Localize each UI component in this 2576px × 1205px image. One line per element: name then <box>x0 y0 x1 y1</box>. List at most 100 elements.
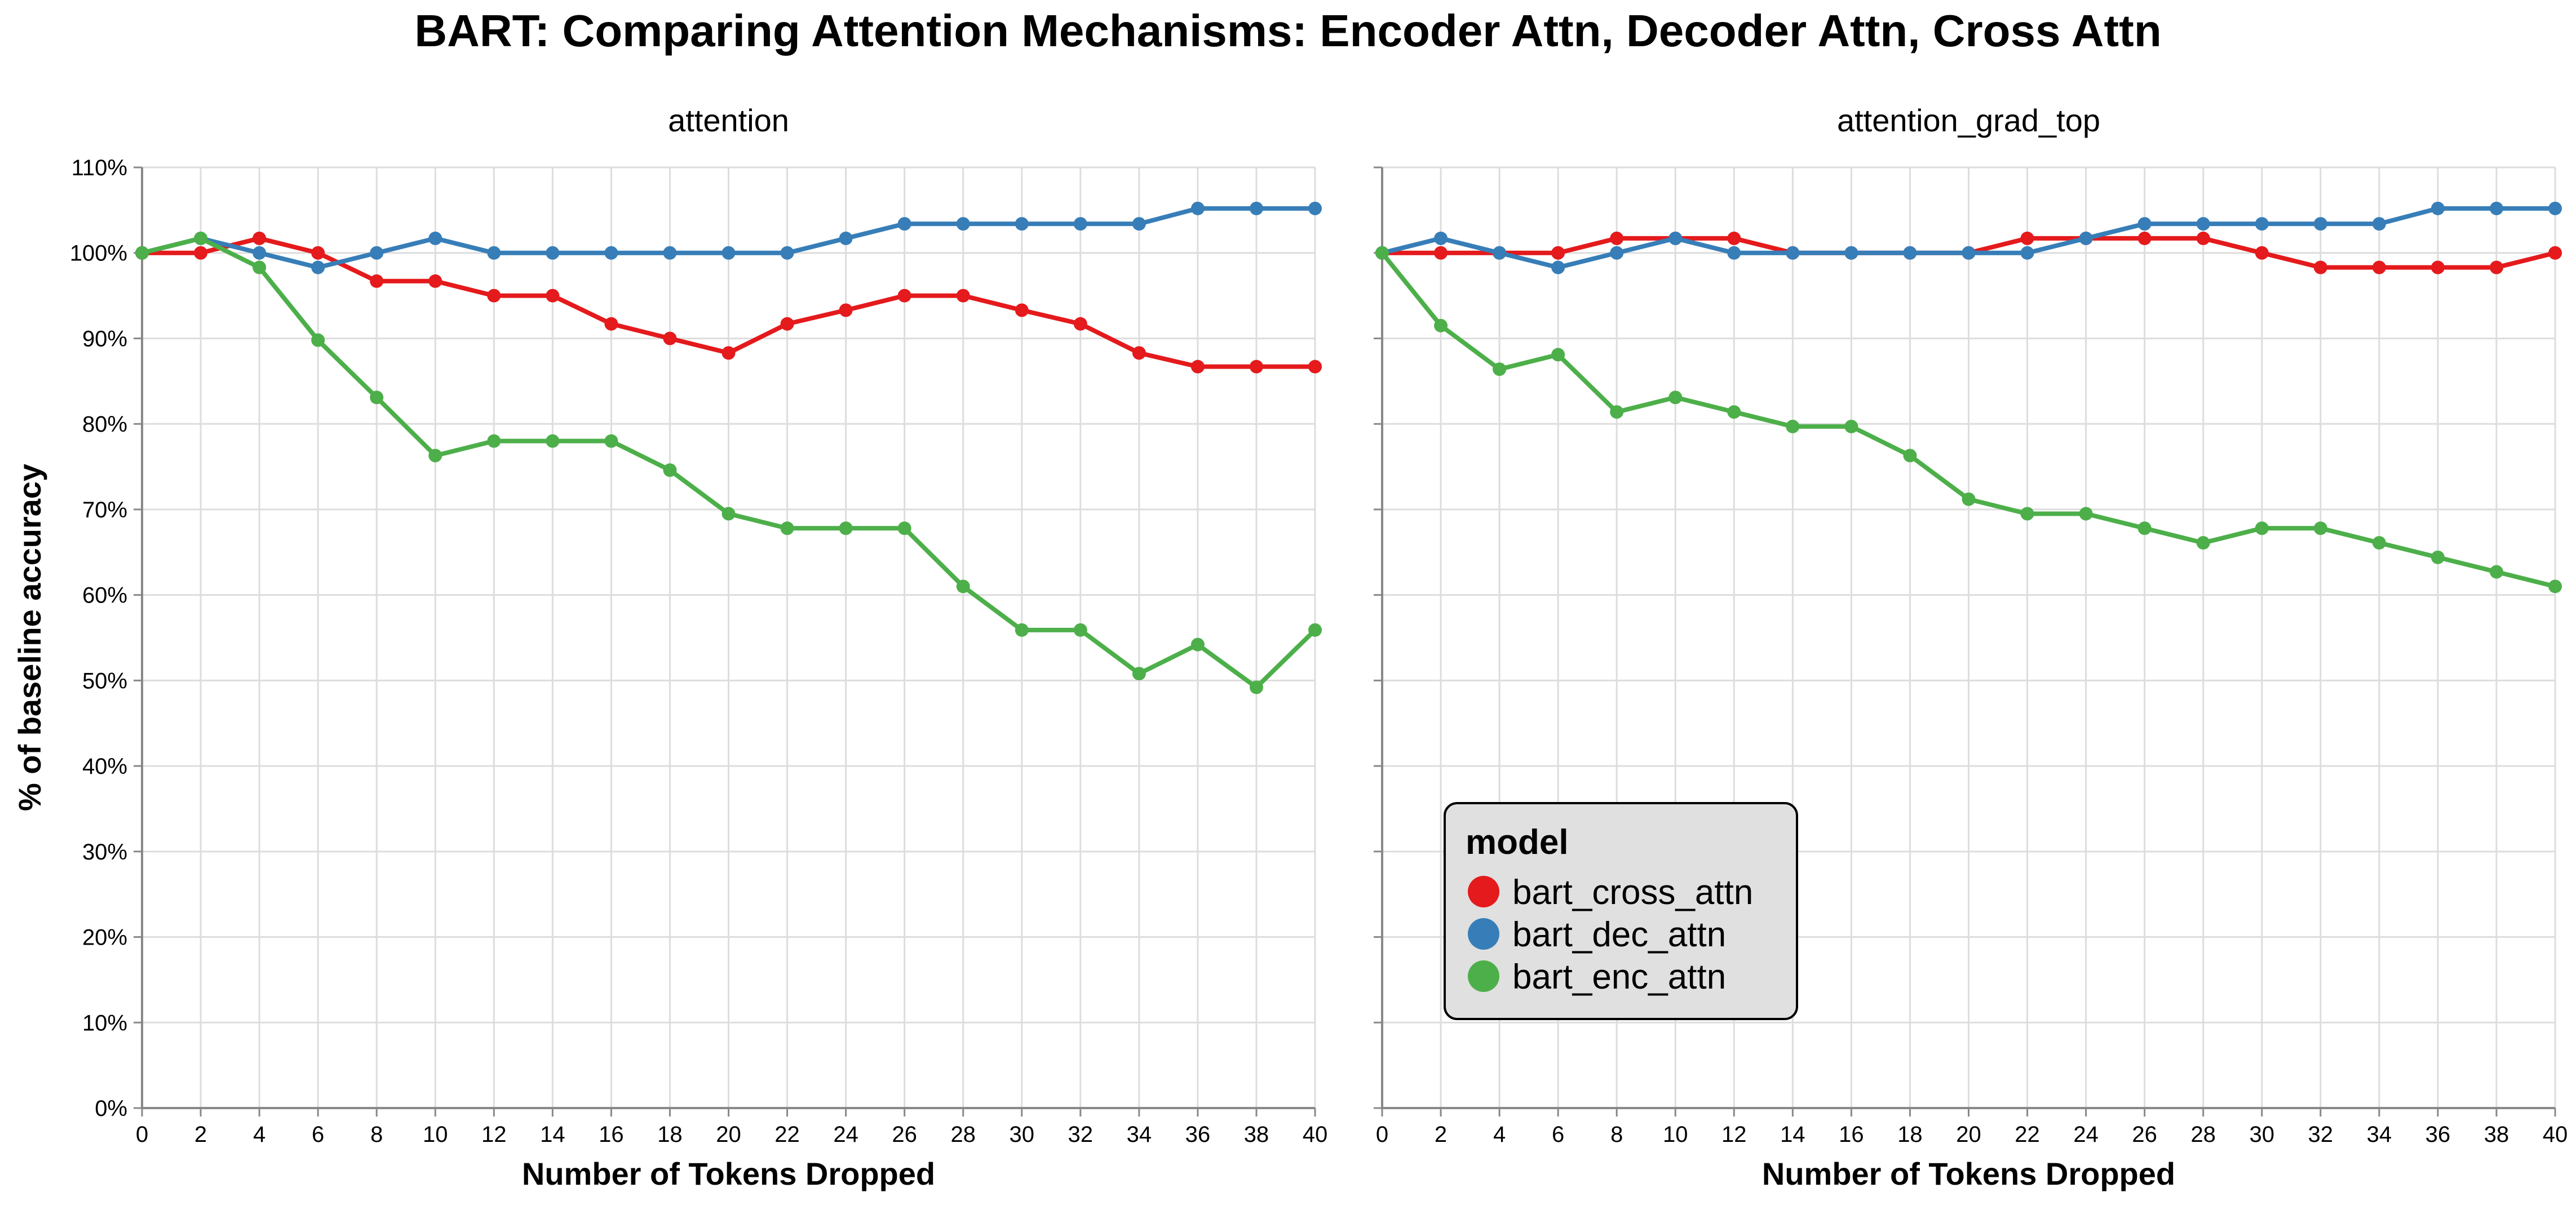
data-point-bart_cross_attn <box>839 303 853 317</box>
data-point-bart_enc_attn <box>1551 348 1565 362</box>
data-point-bart_dec_attn <box>1073 217 1087 231</box>
x-tick-label: 24 <box>2073 1122 2099 1147</box>
legend-label: bart_cross_attn <box>1512 873 1753 912</box>
x-tick-label: 10 <box>1663 1122 1688 1147</box>
data-point-bart_dec_attn <box>2196 217 2210 231</box>
data-point-bart_enc_attn <box>2079 507 2093 521</box>
y-tick-label: 100% <box>70 241 127 266</box>
y-tick-label: 90% <box>82 326 127 351</box>
x-tick-label: 4 <box>1493 1122 1506 1147</box>
y-tick-label: 0% <box>95 1096 127 1121</box>
x-tick-label: 34 <box>1127 1122 1152 1147</box>
data-point-bart_dec_attn <box>2255 217 2269 231</box>
data-point-bart_dec_attn <box>2372 217 2386 231</box>
data-point-bart_enc_attn <box>839 521 853 535</box>
data-point-bart_dec_attn <box>722 246 736 260</box>
data-point-bart_cross_attn <box>194 246 208 260</box>
legend-title: model <box>1466 823 1569 862</box>
data-point-bart_enc_attn <box>1668 391 1683 405</box>
data-point-bart_dec_attn <box>1786 246 1800 260</box>
data-point-bart_enc_attn <box>1190 637 1205 652</box>
y-tick-label: 70% <box>82 498 127 522</box>
data-point-bart_dec_attn <box>1190 201 1205 215</box>
data-point-bart_dec_attn <box>839 231 853 245</box>
chart-title: BART: Comparing Attention Mechanisms: En… <box>414 6 2161 56</box>
data-point-bart_cross_attn <box>1132 346 1146 360</box>
x-tick-label: 40 <box>1303 1122 1328 1147</box>
panel-title: attention_grad_top <box>1837 103 2100 138</box>
x-tick-label: 8 <box>1610 1122 1623 1147</box>
data-point-bart_cross_attn <box>311 246 325 260</box>
data-point-bart_dec_attn <box>1551 260 1565 274</box>
x-tick-label: 32 <box>2308 1122 2334 1147</box>
x-tick-label: 24 <box>833 1122 858 1147</box>
data-point-bart_cross_attn <box>1308 360 1322 374</box>
data-point-bart_cross_attn <box>2020 231 2034 245</box>
data-point-bart_cross_attn <box>604 317 618 331</box>
x-tick-label: 0 <box>136 1122 148 1147</box>
x-tick-label: 40 <box>2543 1122 2568 1147</box>
data-point-bart_enc_attn <box>1962 492 1976 506</box>
data-point-bart_enc_attn <box>1903 449 1917 463</box>
x-tick-label: 26 <box>892 1122 917 1147</box>
x-tick-label: 4 <box>253 1122 265 1147</box>
data-point-bart_enc_attn <box>1308 623 1322 637</box>
y-tick-label: 60% <box>82 583 127 608</box>
data-point-bart_enc_attn <box>2372 536 2386 550</box>
data-point-bart_dec_attn <box>604 246 618 260</box>
data-point-bart_dec_attn <box>487 246 501 260</box>
data-point-bart_enc_attn <box>956 579 970 593</box>
x-tick-label: 28 <box>950 1122 976 1147</box>
data-point-bart_dec_attn <box>1249 201 1263 215</box>
data-point-bart_cross_attn <box>2372 260 2386 274</box>
data-point-bart_dec_attn <box>1015 217 1029 231</box>
data-point-bart_enc_attn <box>1844 419 1858 433</box>
data-point-bart_cross_attn <box>428 274 442 288</box>
data-point-bart_enc_attn <box>780 521 794 535</box>
x-tick-label: 16 <box>599 1122 624 1147</box>
data-point-bart_enc_attn <box>1132 667 1146 681</box>
data-point-bart_dec_attn <box>1903 246 1917 260</box>
data-point-bart_enc_attn <box>2431 550 2445 564</box>
data-point-bart_dec_attn <box>1434 231 1448 245</box>
data-point-bart_enc_attn <box>2020 507 2034 521</box>
data-point-bart_cross_attn <box>2196 231 2210 245</box>
data-point-bart_enc_attn <box>2255 521 2269 535</box>
data-point-bart_dec_attn <box>253 246 267 260</box>
legend-label: bart_enc_attn <box>1512 958 1726 996</box>
x-tick-label: 6 <box>1552 1122 1564 1147</box>
data-point-bart_dec_attn <box>780 246 794 260</box>
data-point-bart_enc_attn <box>722 507 736 521</box>
data-point-bart_cross_attn <box>897 289 911 303</box>
data-point-bart_enc_attn <box>487 434 501 448</box>
x-tick-label: 2 <box>194 1122 207 1147</box>
x-tick-label: 12 <box>481 1122 507 1147</box>
x-tick-label: 34 <box>2367 1122 2392 1147</box>
data-point-bart_dec_attn <box>370 246 384 260</box>
data-point-bart_enc_attn <box>135 246 149 260</box>
data-point-bart_dec_attn <box>2313 217 2327 231</box>
data-point-bart_dec_attn <box>2548 201 2562 215</box>
x-tick-label: 26 <box>2132 1122 2157 1147</box>
data-point-bart_dec_attn <box>663 246 677 260</box>
data-point-bart_dec_attn <box>1308 201 1322 215</box>
data-point-bart_enc_attn <box>253 260 267 274</box>
y-tick-label: 110% <box>72 156 127 180</box>
x-tick-label: 10 <box>423 1122 448 1147</box>
data-point-bart_dec_attn <box>1962 246 1976 260</box>
x-tick-label: 12 <box>1721 1122 1747 1147</box>
data-point-bart_dec_attn <box>2020 246 2034 260</box>
data-point-bart_dec_attn <box>1493 246 1507 260</box>
data-point-bart_dec_attn <box>956 217 970 231</box>
data-point-bart_dec_attn <box>1132 217 1146 231</box>
data-point-bart_cross_attn <box>370 274 384 288</box>
data-point-bart_dec_attn <box>1610 246 1624 260</box>
data-point-bart_cross_attn <box>1073 317 1087 331</box>
x-tick-label: 36 <box>2425 1122 2451 1147</box>
x-axis-title: Number of Tokens Dropped <box>522 1156 935 1191</box>
x-tick-label: 0 <box>1376 1122 1388 1147</box>
data-point-bart_cross_attn <box>1015 303 1029 317</box>
x-tick-label: 18 <box>1897 1122 1923 1147</box>
